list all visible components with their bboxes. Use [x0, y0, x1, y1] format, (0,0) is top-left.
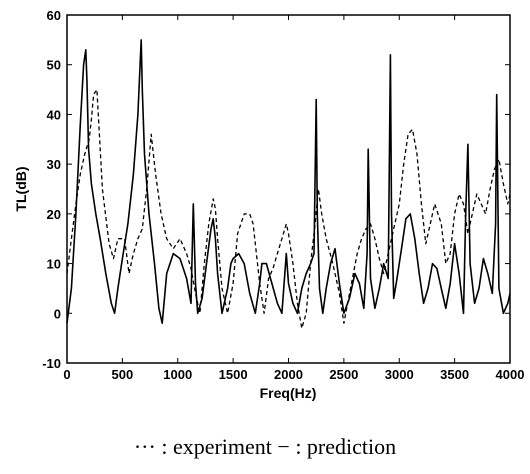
x-tick-label: 0 [63, 367, 70, 382]
y-tick-label: 30 [47, 157, 61, 172]
axis-ticks: 0 500 1000 1500 2000 2500 3000 3500 4000-1001020… [42, 8, 524, 382]
x-tick-label: 2500 [329, 367, 358, 382]
series-line-experiment [66, 88, 511, 329]
series-lines [66, 39, 511, 329]
x-axis-label: Freq(Hz) [260, 385, 317, 401]
y-axis-label: TL(dB) [13, 166, 29, 211]
series-line-prediction [66, 39, 511, 325]
x-tick-label: 1500 [219, 367, 248, 382]
x-tick-label: 2000 [274, 367, 303, 382]
x-tick-label: 4000 [496, 367, 525, 382]
y-tick-label: 60 [47, 8, 61, 23]
plot-area [66, 14, 511, 364]
y-tick-label: 40 [47, 107, 61, 122]
x-tick-label: 3000 [385, 367, 414, 382]
y-tick-label: 50 [47, 58, 61, 73]
y-tick-label: -10 [42, 356, 61, 371]
x-tick-label: 3500 [440, 367, 469, 382]
y-tick-label: 0 [54, 306, 61, 321]
y-tick-label: 20 [47, 207, 61, 222]
transmission-loss-chart: 0 500 1000 1500 2000 2500 3000 3500 4000-1001020… [13, 8, 524, 401]
legend-caption: ··· : experiment − : prediction [133, 434, 397, 459]
x-tick-label: 500 [112, 367, 134, 382]
x-tick-label: 1000 [163, 367, 192, 382]
y-tick-label: 10 [47, 257, 61, 272]
